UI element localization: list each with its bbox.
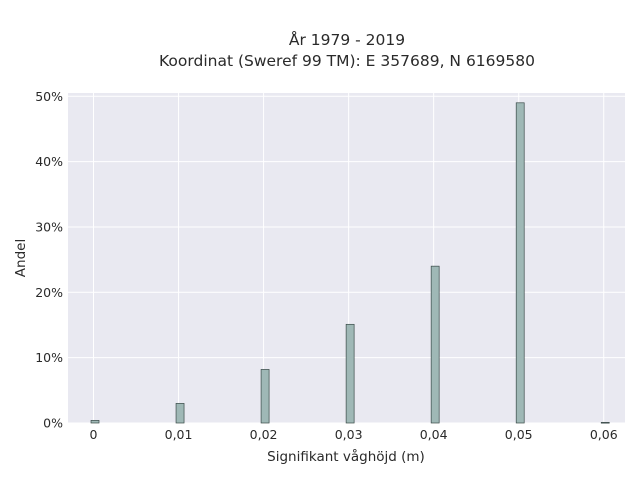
chart-title-line1: År 1979 - 2019 [289,30,405,49]
bars-group [90,102,610,424]
x-tick-label-1: 0,01 [165,427,193,442]
x-tick-label-0: 0 [90,427,98,442]
y-tick-label-1: 10% [35,350,63,365]
x-tick-label-5: 0,05 [505,427,533,442]
x-tick-label-4: 0,04 [420,427,448,442]
x-tick-label-2: 0,02 [250,427,278,442]
x-tick-labels: 0 0,01 0,02 0,03 0,04 0,05 0,06 [90,427,618,442]
x-axis-label: Signifikant våghöjd (m) [267,448,425,465]
bar-6 [600,421,610,424]
y-axis-label: Andel [13,239,29,277]
y-tick-label-5: 50% [35,89,63,104]
y-tick-label-2: 20% [35,285,63,300]
chart-title-line2: Koordinat (Sweref 99 TM): E 357689, N 61… [159,52,535,70]
y-tick-label-3: 30% [35,219,63,234]
x-tick-label-3: 0,03 [335,427,363,442]
bar-2 [260,369,270,424]
bar-1 [175,403,185,424]
bar-3 [345,323,355,424]
y-tick-label-0: 0% [43,416,63,431]
bar-0 [90,420,100,424]
bar-5 [515,102,525,424]
x-tick-label-6: 0,06 [590,427,618,442]
grid-lines [68,93,625,424]
y-tick-label-4: 40% [35,154,63,169]
y-tick-labels: 0% 10% 20% 30% 40% 50% [35,89,63,431]
bar-4 [430,265,440,424]
